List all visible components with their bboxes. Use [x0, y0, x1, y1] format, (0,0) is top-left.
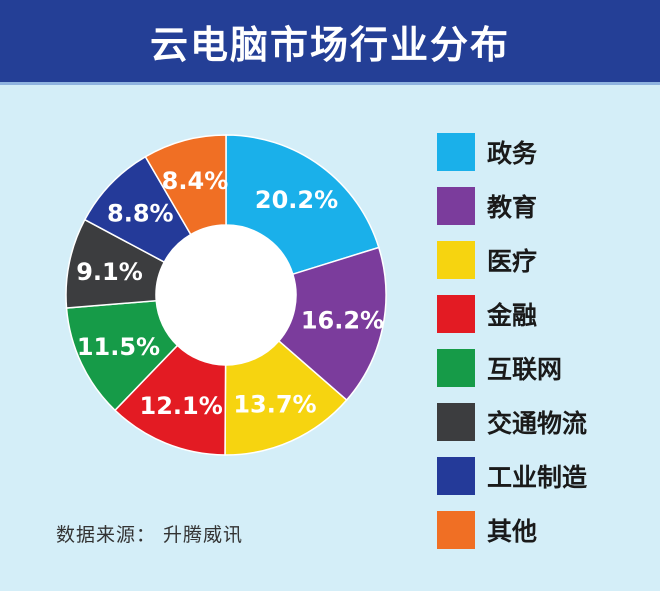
title-banner: 云电脑市场行业分布	[0, 0, 660, 82]
legend-label: 金融	[487, 301, 538, 330]
legend-label: 工业制造	[487, 463, 588, 492]
legend-swatch	[437, 511, 475, 549]
legend-item-7: 其他	[437, 510, 587, 550]
data-source-note: 数据来源： 升腾威讯	[56, 524, 244, 546]
legend-label: 医疗	[487, 247, 538, 276]
legend-label: 互联网	[487, 355, 563, 384]
donut-hole	[156, 225, 296, 365]
legend-item-6: 工业制造	[437, 456, 587, 496]
legend-item-0: 政务	[437, 132, 587, 172]
legend-label: 其他	[487, 517, 538, 546]
legend-swatch	[437, 295, 475, 333]
legend-label: 交通物流	[487, 409, 588, 438]
legend-item-5: 交通物流	[437, 402, 587, 442]
legend-swatch	[437, 403, 475, 441]
legend-label: 政务	[487, 139, 538, 168]
chart-title: 云电脑市场行业分布	[149, 22, 510, 67]
legend-swatch	[437, 349, 475, 387]
header-divider	[0, 82, 660, 85]
legend: 政务 教育 医疗 金融 互联网 交通物流 工业制造 其他	[437, 132, 587, 550]
legend-swatch	[437, 457, 475, 495]
legend-swatch	[437, 133, 475, 171]
legend-swatch	[437, 187, 475, 225]
legend-item-4: 互联网	[437, 348, 587, 388]
legend-item-3: 金融	[437, 294, 587, 334]
legend-item-2: 医疗	[437, 240, 587, 280]
slice-label-3: 12.1%	[140, 392, 223, 420]
slice-label-2: 13.7%	[233, 390, 316, 418]
slice-label-1: 16.2%	[301, 306, 384, 334]
legend-item-1: 教育	[437, 186, 587, 226]
slice-label-5: 9.1%	[76, 258, 143, 286]
slice-label-6: 8.8%	[107, 199, 174, 227]
slice-label-0: 20.2%	[255, 186, 338, 214]
legend-label: 教育	[487, 193, 538, 222]
legend-swatch	[437, 241, 475, 279]
slice-label-7: 8.4%	[162, 167, 229, 195]
slice-label-4: 11.5%	[77, 333, 160, 361]
